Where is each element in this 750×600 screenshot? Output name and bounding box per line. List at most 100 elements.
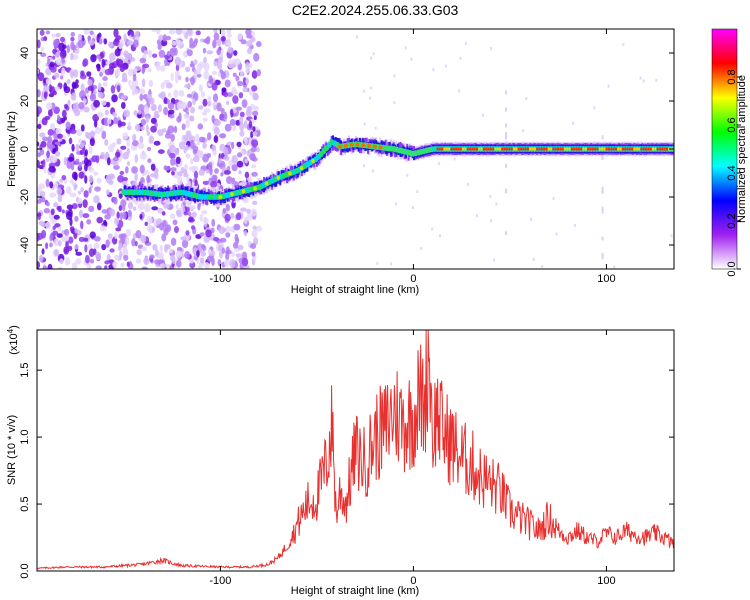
spectrogram-cell [218, 158, 222, 164]
spectrogram-cell [217, 61, 223, 70]
spectrogram-cell [216, 102, 222, 112]
spectrogram-cell [206, 50, 214, 55]
spectrogram-cell [124, 166, 129, 174]
snr-y-multiplier: (x104) [6, 325, 20, 355]
spectrogram-cell [235, 75, 240, 82]
spectrogram-cell [90, 54, 97, 63]
spectrogram-cell [162, 34, 168, 42]
spectrogram-cell [663, 147, 666, 151]
spectrogram-cell [80, 70, 85, 77]
spectrogram-cell [125, 236, 130, 246]
spectrogram-cell [37, 199, 42, 204]
spectrogram-cell [104, 213, 111, 220]
snr-panel: -100 0 100 0.0 0.5 1.0 1.5 Height of straight… [6, 325, 675, 597]
spectrogram-cell [227, 165, 231, 171]
spectrogram-cell [233, 223, 241, 231]
spectrogram-cell [175, 204, 179, 209]
spectrogram-cell [48, 165, 56, 173]
spectrogram-cell [234, 233, 239, 242]
spectrogram-cell [225, 225, 232, 233]
spectrogram-cell [104, 260, 110, 265]
spectrogram-cell [180, 236, 187, 241]
spectrogram-cell [492, 147, 495, 151]
spectrogram-cell [223, 169, 231, 175]
spectrogram-cell [177, 176, 183, 186]
spectrogram-cell [74, 228, 78, 234]
spectrogram-cell [601, 209, 604, 214]
spectrogram-cell [70, 31, 76, 37]
spectrogram-cell [273, 178, 276, 187]
spectrogram-cell [67, 156, 75, 162]
spectrogram-cell [499, 147, 502, 151]
spectrogram-cell [52, 225, 57, 230]
spectrogram-cell [54, 249, 59, 257]
spectrogram-cell [166, 50, 171, 57]
spectrogram-cell [362, 164, 365, 168]
spectrogram-cell [42, 159, 46, 167]
spectrogram-cell [253, 52, 260, 62]
spectrogram-cell [135, 230, 142, 239]
spectrogram-cell [108, 62, 116, 69]
snr-y-axis-label: SNR (10 * v/v) [6, 415, 18, 485]
spectrogram-cell [165, 82, 173, 89]
snr-series-line [37, 330, 674, 570]
spectrogram-cell [181, 101, 187, 110]
spectrogram-cell [438, 147, 441, 151]
spectrogram-cell [94, 126, 102, 134]
spectrogram-cell [536, 147, 539, 151]
spectrogram-cell [371, 169, 374, 173]
spectrogram-cell [158, 34, 164, 41]
spectrogram-cell [471, 147, 474, 151]
spectrogram-cell [169, 113, 175, 119]
spectrogram-cell [241, 257, 249, 267]
spectrogram-cell [184, 250, 191, 260]
spectrogram-cell [122, 152, 129, 160]
spectrogram-cell [115, 227, 122, 232]
spectrogram-cell [66, 78, 71, 85]
spectrogram-cell [223, 155, 230, 161]
spectrogram-cell [224, 123, 232, 132]
spectrogram-cell [123, 254, 129, 261]
spectrogram-cell [43, 85, 50, 92]
spectrogram-cell [93, 242, 100, 249]
spectrogram-cell [225, 252, 230, 261]
spectrogram-cell [125, 228, 132, 237]
spectrogram-cell [331, 135, 334, 144]
spectrogram-cell [132, 39, 139, 48]
spectrogram-cell [495, 202, 498, 206]
spectrogram-cell [574, 223, 577, 227]
spectrogram-cell [226, 33, 233, 38]
spectrogram-cell [157, 149, 165, 154]
spectrogram-cell [252, 237, 259, 246]
spectrogram-cell [240, 39, 247, 45]
spectrogram-cell [93, 236, 101, 242]
spectrogram-cell [358, 142, 361, 154]
spectrogram-cell [635, 147, 638, 151]
spectrogram-cell [149, 173, 156, 178]
spectrogram-cell [505, 231, 508, 236]
spectrogram-cell [125, 52, 132, 61]
colorbar-tick-label: 0.2 [726, 213, 738, 228]
spectrogram-cell [170, 167, 177, 172]
snr-x-tick-label: 100 [597, 575, 615, 587]
spectrogram-cell [496, 147, 499, 151]
spectrogram-cell [49, 61, 55, 68]
spectrogram-cell [557, 147, 560, 151]
spectrogram-cell [132, 74, 137, 82]
spectrogram-cell [118, 242, 123, 250]
spectrogram-x-tick-label: 100 [597, 273, 615, 285]
spectrogram-cell [349, 142, 354, 147]
spectrogram-cell [450, 147, 453, 151]
spectrogram-cell [43, 207, 51, 214]
spectrogram-cell [370, 56, 373, 60]
spectrogram-cell [97, 111, 104, 118]
spectrogram-cell [232, 125, 237, 132]
spectrogram-cell [617, 147, 620, 151]
spectrogram-cell [119, 250, 123, 259]
spectrogram-cell [205, 169, 210, 174]
spectrogram-cell [240, 207, 248, 212]
spectrogram-heatmap [37, 29, 674, 269]
spectrogram-cell [626, 147, 629, 151]
spectrogram-cell [70, 52, 74, 61]
spectrogram-cell [58, 42, 65, 52]
